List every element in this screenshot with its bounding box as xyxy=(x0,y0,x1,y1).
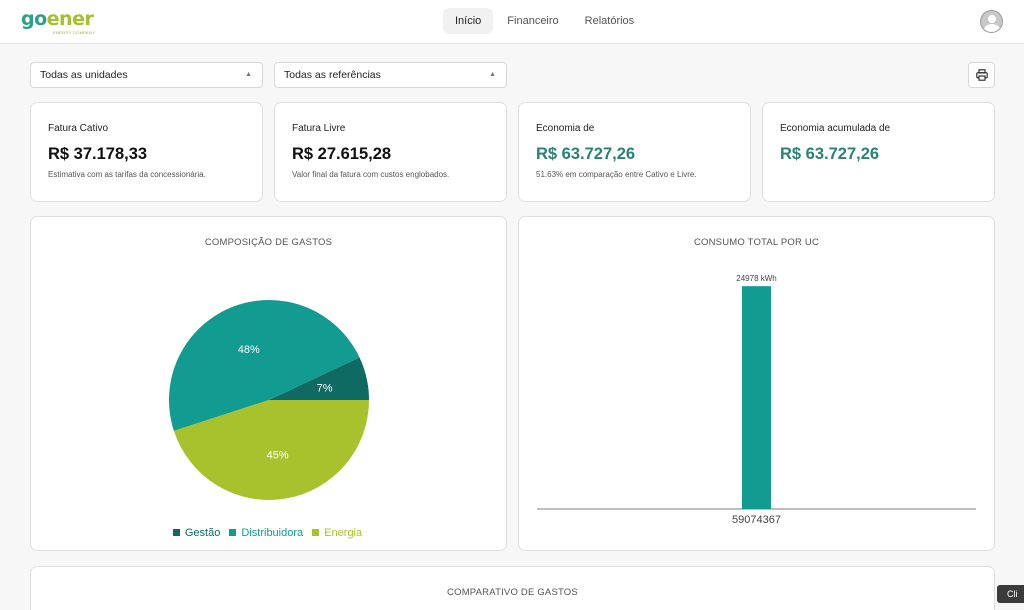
chart-title: COMPARATIVO DE GASTOS xyxy=(447,587,578,598)
floating-tooltip[interactable]: Cli xyxy=(997,585,1024,603)
x-tick-label: 59074367 xyxy=(732,514,781,526)
legend-swatch xyxy=(229,529,237,536)
kpi-card-fatura-cativo: Fatura Cativo R$ 37.178,33 Estimativa co… xyxy=(30,102,263,202)
tab-financeiro[interactable]: Financeiro xyxy=(507,15,559,27)
kpi-subtitle: Valor final da fatura com custos engloba… xyxy=(292,170,450,179)
pie-slice-gestão[interactable] xyxy=(269,357,369,400)
printer-icon xyxy=(976,69,988,81)
main-nav: Início Financeiro Relatórios xyxy=(443,8,648,34)
pie-slice-distribuidora[interactable] xyxy=(168,300,360,431)
legend-label: Energia xyxy=(324,527,363,539)
references-select-value: Todas as referências xyxy=(284,69,381,81)
goener-logo[interactable]: goener ENERGY COMPANY xyxy=(21,7,111,37)
kpi-title: Economia acumulada de xyxy=(780,123,891,134)
logo-wordmark: goener xyxy=(21,7,94,31)
consumption-chart-card: CONSUMO TOTAL POR UC 24978 kWh 59074367 xyxy=(518,216,995,551)
bar-value-label: 24978 kWh xyxy=(736,274,776,283)
chart-title: CONSUMO TOTAL POR UC xyxy=(693,237,820,248)
kpi-title: Economia de xyxy=(536,123,595,134)
kpi-title: Fatura Cativo xyxy=(48,123,109,134)
units-select[interactable]: Todas as unidades ▲ xyxy=(30,62,263,88)
bar[interactable] xyxy=(742,286,771,509)
legend-label: Distribuidora xyxy=(241,527,304,539)
print-button[interactable] xyxy=(968,62,995,88)
pie-slice-label: 48% xyxy=(238,344,260,356)
tab-relatorios[interactable]: Relatórios xyxy=(584,15,635,27)
updown-chevron-icon: ▲ xyxy=(245,71,252,78)
legend-item-distribuidora[interactable]: Distribuidora xyxy=(229,527,305,539)
logo-text-ener: ener xyxy=(46,8,94,30)
composition-chart-card: COMPOSIÇÃO DE GASTOS 7% 48% 45% Gestão Dis… xyxy=(30,216,507,551)
pie-slice-label: 7% xyxy=(317,383,333,395)
kpi-value: R$ 37.178,33 xyxy=(48,145,148,163)
legend-swatch xyxy=(312,529,320,536)
bar-chart: 24978 kWh 59074367 xyxy=(537,274,976,526)
comparison-chart-card: COMPARATIVO DE GASTOS xyxy=(30,566,995,610)
pie-slice-label: 45% xyxy=(267,449,289,461)
units-select-value: Todas as unidades xyxy=(40,69,128,81)
avatar-head xyxy=(988,15,996,23)
pie-chart: 7% 48% 45% xyxy=(168,300,369,500)
legend-item-energia[interactable]: Energia xyxy=(312,527,364,539)
logo-tagline: ENERGY COMPANY xyxy=(53,30,96,35)
kpi-card-fatura-livre: Fatura Livre R$ 27.615,28 Valor final da… xyxy=(274,102,507,202)
logo-text-go: go xyxy=(21,8,47,30)
kpi-subtitle: Estimativa com as tarifas da concessioná… xyxy=(48,170,206,179)
legend-label: Gestão xyxy=(184,527,221,539)
kpi-value: R$ 63.727,26 xyxy=(536,145,636,163)
kpi-value: R$ 27.615,28 xyxy=(292,145,392,163)
kpi-title: Fatura Livre xyxy=(292,123,346,134)
updown-chevron-icon: ▲ xyxy=(489,71,496,78)
references-select[interactable]: Todas as referências ▲ xyxy=(274,62,507,88)
kpi-subtitle: 51.63% em comparação entre Cativo e Livr… xyxy=(536,170,697,179)
chart-title: COMPOSIÇÃO DE GASTOS xyxy=(204,237,333,248)
kpi-card-economia: Economia de R$ 63.727,26 51.63% em compa… xyxy=(518,102,751,202)
kpi-card-economia-acumulada: Economia acumulada de R$ 63.727,26 xyxy=(762,102,995,202)
user-avatar-icon[interactable] xyxy=(980,10,1003,33)
top-header: goener ENERGY COMPANY Início Financeiro … xyxy=(0,0,1024,44)
kpi-value: R$ 63.727,26 xyxy=(780,145,880,163)
pie-legend: Gestão Distribuidora Energia xyxy=(31,527,506,539)
avatar-body xyxy=(984,24,1000,32)
legend-item-gestao[interactable]: Gestão xyxy=(172,527,222,539)
pie-slice-energia[interactable] xyxy=(173,400,369,500)
tab-inicio[interactable]: Início xyxy=(443,8,494,34)
legend-swatch xyxy=(172,529,180,536)
